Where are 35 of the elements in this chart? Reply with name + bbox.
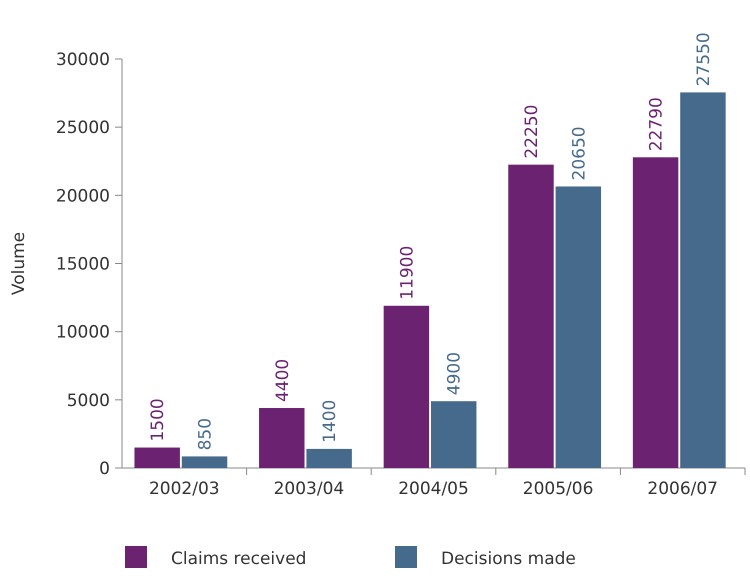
y-tick-label: 30000	[56, 50, 110, 70]
legend-label: Decisions made	[441, 549, 576, 569]
data-label: 22250	[522, 104, 542, 159]
y-axis-title: Volume	[9, 232, 29, 296]
bar	[632, 157, 678, 468]
data-label: 27550	[694, 32, 714, 86]
data-label: 1400	[320, 400, 340, 443]
bar	[306, 448, 352, 468]
data-label: 4900	[444, 352, 465, 396]
bar	[556, 186, 602, 468]
y-tick-label: 20000	[56, 186, 110, 206]
y-tick-label: 25000	[56, 118, 110, 138]
x-tick-label: 2004/05	[398, 479, 469, 499]
bar	[384, 306, 430, 468]
data-label: 4400	[272, 358, 293, 402]
y-tick-label: 10000	[56, 322, 110, 343]
x-tick-label: 2003/04	[274, 479, 344, 499]
bar	[134, 448, 180, 468]
bar	[508, 164, 554, 468]
data-label: 20650	[569, 126, 590, 180]
data-label: 850	[196, 418, 216, 450]
data-label: 22790	[646, 97, 667, 152]
y-tick-label: 15000	[56, 254, 110, 274]
bar	[431, 401, 476, 468]
bar	[259, 408, 305, 468]
legend-label: Claims received	[171, 549, 306, 569]
bar	[680, 92, 726, 468]
bar	[182, 456, 228, 468]
y-tick-label: 0	[99, 458, 110, 479]
y-tick-label: 5000	[66, 390, 110, 411]
data-label: 1500	[148, 398, 168, 442]
data-label: 11900	[397, 246, 418, 300]
x-tick-label: 2005/06	[522, 479, 594, 499]
x-tick-label: 2002/03	[148, 479, 220, 499]
x-tick-label: 2006/07	[647, 479, 718, 499]
